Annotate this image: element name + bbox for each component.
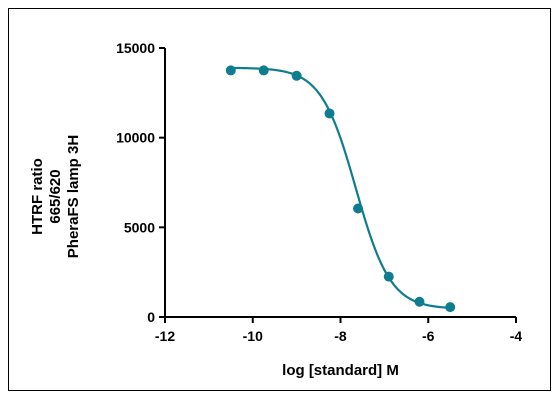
y-tick-label: 0 [147, 309, 155, 325]
x-tick-label: -12 [155, 328, 175, 344]
fit-curve-group [230, 66, 451, 309]
y-axis-title-line: HTRF ratio [29, 158, 46, 235]
data-point [324, 108, 335, 119]
data-point [258, 65, 269, 76]
x-tick-label: -6 [422, 328, 435, 344]
y-tick-label: 15000 [116, 40, 155, 56]
x-tick-label: -8 [334, 328, 347, 344]
y-axis-title: HTRF ratio 665/620 PheraFS lamp 3H [29, 135, 82, 258]
axes [164, 48, 516, 318]
data-points [225, 65, 456, 313]
data-point [414, 296, 425, 307]
x-tick-label: -10 [243, 328, 263, 344]
x-axis-title: log [standard] M [282, 362, 399, 379]
x-tick-label: -4 [510, 328, 523, 344]
data-point [383, 271, 394, 282]
tick-marks [159, 47, 517, 323]
data-point [225, 65, 236, 76]
y-axis-title-line: 665/620 [47, 169, 64, 223]
y-tick-label: 10000 [116, 130, 155, 146]
chart-frame: HTRF ratio 665/620 PheraFS lamp 3H -12 -10-… [8, 8, 551, 391]
y-tick-label: 5000 [124, 219, 155, 235]
fit-curve [230, 66, 451, 309]
tick-labels: -12 -10 -8 -6 -4 0 5000 10000 15000 [116, 40, 522, 344]
y-axis-title-line: PheraFS lamp 3H [65, 135, 82, 258]
data-point [291, 70, 302, 81]
data-point [445, 302, 456, 313]
dose-response-chart: HTRF ratio 665/620 PheraFS lamp 3H -12 -10-… [29, 40, 522, 379]
data-point [353, 203, 364, 214]
